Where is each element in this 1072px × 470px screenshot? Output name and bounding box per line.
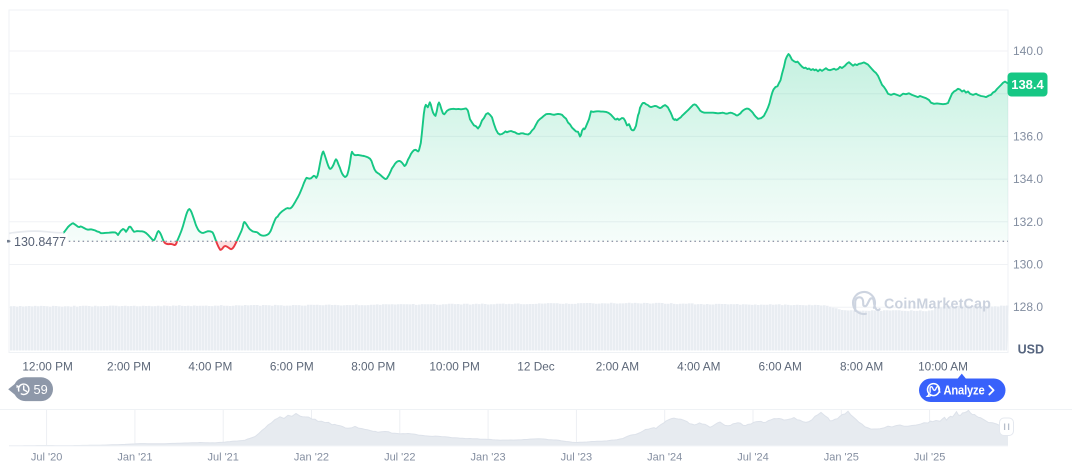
svg-text:134.0: 134.0: [1013, 172, 1043, 186]
svg-text:12:00 PM: 12:00 PM: [22, 360, 73, 374]
svg-text:8:00 AM: 8:00 AM: [840, 360, 883, 374]
svg-text:130.8477: 130.8477: [14, 235, 66, 249]
svg-text:128.0: 128.0: [1013, 300, 1043, 314]
svg-text:Jan '25: Jan '25: [824, 452, 859, 464]
svg-text:Jul '23: Jul '23: [561, 452, 592, 464]
svg-text:2:00 PM: 2:00 PM: [107, 360, 151, 374]
svg-text:2:00 AM: 2:00 AM: [596, 360, 639, 374]
svg-text:USD: USD: [1018, 343, 1044, 357]
svg-text:6:00 PM: 6:00 PM: [270, 360, 314, 374]
svg-text:Jul '21: Jul '21: [207, 452, 238, 464]
svg-text:Jul '25: Jul '25: [914, 452, 945, 464]
svg-text:132.0: 132.0: [1013, 215, 1043, 229]
svg-text:Jul '24: Jul '24: [737, 452, 768, 464]
svg-text:8:00 PM: 8:00 PM: [351, 360, 395, 374]
svg-text:Jan '21: Jan '21: [117, 452, 152, 464]
svg-text:Jan '22: Jan '22: [294, 452, 329, 464]
svg-text:4:00 PM: 4:00 PM: [188, 360, 232, 374]
svg-text:130.0: 130.0: [1013, 258, 1043, 272]
svg-text:Jul '22: Jul '22: [384, 452, 415, 464]
svg-text:Jul '20: Jul '20: [31, 452, 62, 464]
svg-text:138.4: 138.4: [1011, 77, 1044, 92]
svg-text:Analyze: Analyze: [944, 384, 985, 398]
svg-text:140.0: 140.0: [1013, 44, 1043, 58]
svg-text:6:00 AM: 6:00 AM: [759, 360, 802, 374]
svg-text:CoinMarketCap: CoinMarketCap: [884, 296, 991, 313]
svg-text:59: 59: [34, 382, 48, 397]
svg-text:Jan '23: Jan '23: [471, 452, 506, 464]
svg-text:12 Dec: 12 Dec: [517, 360, 554, 374]
svg-text:10:00 AM: 10:00 AM: [918, 360, 968, 374]
svg-text:Jan '24: Jan '24: [647, 452, 682, 464]
svg-text:136.0: 136.0: [1013, 129, 1043, 143]
svg-text:4:00 AM: 4:00 AM: [677, 360, 720, 374]
svg-text:10:00 PM: 10:00 PM: [429, 360, 480, 374]
